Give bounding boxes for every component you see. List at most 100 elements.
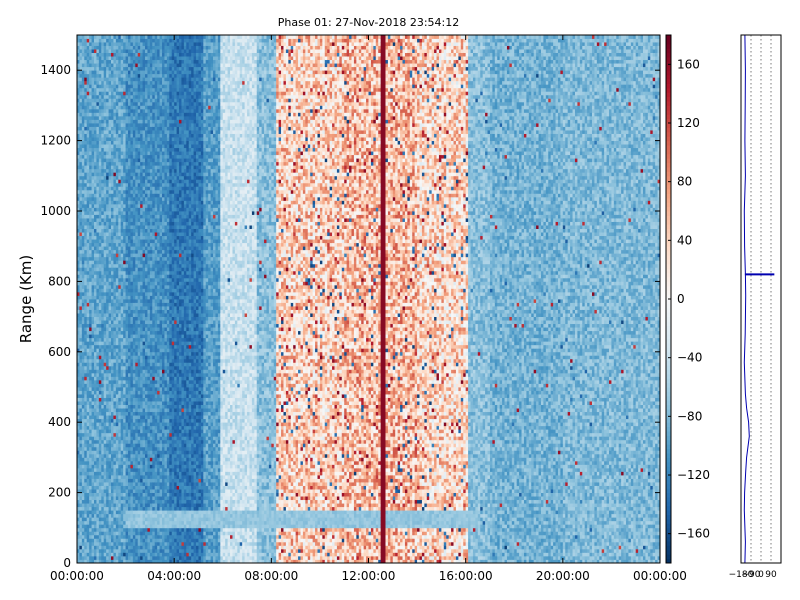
- heatmap-cell: [149, 390, 153, 395]
- heatmap-cell: [115, 49, 119, 53]
- heatmap-cell: [81, 538, 85, 543]
- heatmap-cell: [125, 256, 129, 261]
- heatmap-cell: [128, 372, 131, 377]
- heatmap-cell: [132, 281, 136, 286]
- heatmap-cell: [94, 492, 97, 497]
- heatmap-cell: [154, 422, 158, 427]
- heatmap-cell: [98, 552, 102, 557]
- heatmap-cell: [103, 404, 107, 409]
- heatmap-cell: [157, 418, 160, 423]
- heatmap-cell: [79, 256, 83, 261]
- heatmap-cell: [130, 161, 134, 166]
- heatmap-cell: [137, 485, 141, 490]
- heatmap-cell: [79, 306, 83, 310]
- heatmap-cell: [81, 98, 85, 103]
- heatmap-cell: [130, 235, 134, 240]
- heatmap-cell: [106, 429, 109, 434]
- heatmap-cell: [96, 485, 100, 490]
- heatmap-cell: [147, 38, 151, 43]
- heatmap-cell: [157, 482, 160, 486]
- heatmap-cell: [135, 249, 139, 254]
- heatmap-cell: [115, 228, 119, 233]
- heatmap-cell: [101, 316, 105, 321]
- heatmap-cell: [103, 355, 107, 360]
- heatmap-cell: [118, 207, 122, 212]
- heatmap-cell: [132, 235, 136, 240]
- heatmap-cell: [125, 105, 129, 110]
- heatmap-cell: [108, 263, 112, 268]
- heatmap-cell: [128, 302, 131, 307]
- heatmap-cell: [91, 119, 95, 124]
- heatmap-cell: [111, 355, 114, 360]
- heatmap-cell: [123, 203, 126, 208]
- heatmap-cell: [81, 376, 85, 381]
- heatmap-cell: [132, 344, 136, 349]
- heatmap-cell: [115, 436, 119, 441]
- heatmap-cell: [89, 499, 92, 504]
- heatmap-cell: [113, 369, 117, 374]
- heatmap-cell: [120, 365, 124, 370]
- heatmap-cell: [130, 112, 134, 117]
- heatmap-cell: [98, 284, 102, 289]
- heatmap-cell: [145, 175, 148, 180]
- heatmap-cell: [140, 383, 143, 388]
- heatmap-cell: [113, 112, 117, 117]
- heatmap-cell: [89, 242, 92, 247]
- heatmap-cell: [120, 193, 124, 198]
- heatmap-cell: [98, 337, 102, 342]
- heatmap-cell: [123, 355, 126, 360]
- heatmap-cell: [142, 179, 146, 184]
- heatmap-cell: [147, 309, 151, 314]
- heatmap-cell: [79, 158, 83, 163]
- heatmap-cell: [132, 168, 136, 173]
- heatmap-cell: [103, 94, 107, 99]
- heatmap-cell: [103, 306, 107, 310]
- heatmap-cell: [91, 390, 95, 395]
- heatmap-cell: [108, 450, 112, 455]
- heatmap-cell: [128, 87, 131, 92]
- heatmap-cell: [94, 344, 97, 349]
- heatmap-cell: [149, 84, 153, 89]
- heatmap-cell: [145, 246, 148, 251]
- heatmap-cell: [101, 101, 105, 106]
- heatmap-cell: [115, 218, 119, 222]
- heatmap-cell: [77, 154, 80, 159]
- heatmap-cell: [89, 513, 92, 518]
- heatmap-cell: [89, 443, 92, 448]
- heatmap-cell: [81, 94, 85, 99]
- heatmap-cell: [94, 42, 97, 46]
- heatmap-cell: [140, 267, 143, 272]
- heatmap-cell: [130, 91, 134, 96]
- heatmap-cell: [96, 309, 100, 314]
- heatmap-cell: [89, 207, 92, 212]
- heatmap-cell: [108, 112, 112, 117]
- heatmap-cell: [137, 527, 141, 532]
- heatmap-cell: [123, 256, 126, 261]
- heatmap-cell: [125, 379, 129, 384]
- heatmap-cell: [154, 457, 158, 462]
- heatmap-cell: [77, 429, 80, 434]
- heatmap-cell: [77, 63, 80, 68]
- heatmap-cell: [96, 218, 100, 222]
- heatmap-cell: [111, 471, 114, 476]
- heatmap-cell: [132, 63, 136, 68]
- heatmap-cell: [140, 56, 143, 61]
- heatmap-cell: [108, 401, 112, 405]
- heatmap-cell: [152, 133, 156, 138]
- heatmap-cell: [147, 35, 151, 39]
- heatmap-cell: [115, 211, 119, 215]
- heatmap-cell: [81, 80, 85, 85]
- heatmap-cell: [79, 168, 83, 173]
- heatmap-cell: [137, 56, 141, 61]
- heatmap-cell: [106, 499, 109, 504]
- heatmap-cell: [81, 499, 85, 504]
- heatmap-cell: [142, 196, 146, 201]
- heatmap-cell: [86, 531, 90, 536]
- heatmap-cell: [96, 94, 100, 99]
- heatmap-cell: [128, 376, 131, 381]
- heatmap-cell: [154, 316, 158, 321]
- heatmap-cell: [84, 506, 88, 511]
- heatmap-cell: [147, 387, 151, 391]
- heatmap-cell: [101, 130, 105, 134]
- heatmap-cell: [125, 538, 129, 543]
